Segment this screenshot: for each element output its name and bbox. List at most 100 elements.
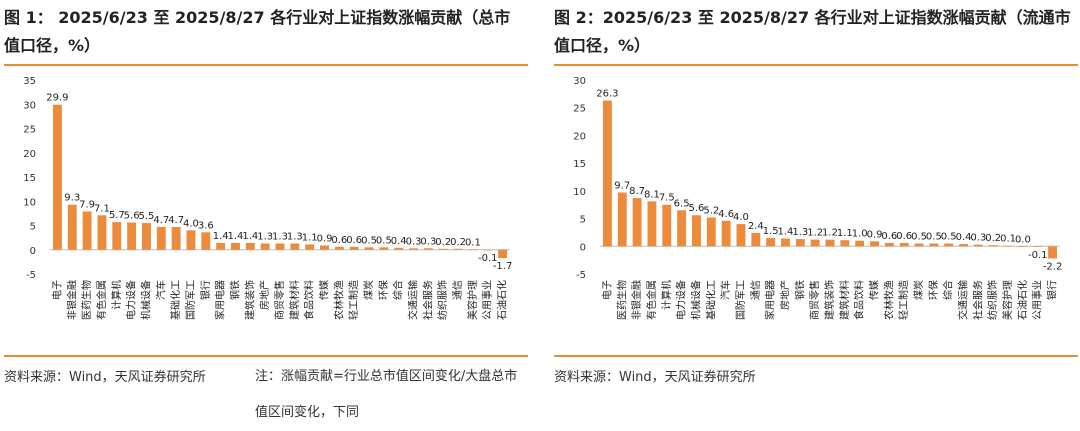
y-tick-label: 20 [573,131,586,142]
bar [409,248,418,250]
x-category-label: 银行 [199,280,212,300]
y-tick-label: 25 [573,104,586,115]
y-tick-label: 0 [580,242,586,253]
bar [112,222,122,250]
source-1: 资料来源：Wind，天风证券研究所 [4,370,206,385]
y-tick-label: 30 [573,76,586,87]
x-category-label: 交通运输 [957,280,970,320]
bar [810,239,820,247]
bar [453,248,463,250]
x-category-label: 公用事业 [481,280,494,320]
x-category-label: 综合 [942,280,955,300]
bar [973,244,983,247]
data-label: 0.6 [881,231,897,242]
bar [320,245,329,250]
data-label: 1.1 [302,232,318,243]
data-label: 1.3 [792,227,808,238]
x-category-label: 医药生物 [615,280,628,320]
data-label: 8.7 [629,186,645,197]
x-category-label: 房地产 [258,280,271,310]
bar [899,242,909,247]
x-category-label: 商贸零售 [273,280,286,320]
x-category-label: 建筑装饰 [243,280,256,320]
bar [751,232,761,247]
bar [1048,246,1058,259]
bar [201,232,211,250]
bar [944,243,954,247]
bar [870,241,879,247]
x-category-label: 综合 [392,280,405,300]
data-label: 0.2 [450,237,466,248]
bar [1018,246,1028,247]
bar [677,210,687,247]
x-category-label: 电力设备 [125,280,138,320]
x-category-label: 机械设备 [139,280,152,320]
x-category-label: 计算机 [660,280,673,310]
data-label: 5.7 [109,210,125,221]
x-category-label: 钢铁 [228,280,241,300]
bar [82,211,92,250]
x-category-label: 煤炭 [362,280,375,300]
bar [632,198,642,247]
chart-panel-2: 图 2：2025/6/23 至 2025/8/27 各行业对上证指数涨幅贡献（流… [550,0,1080,360]
x-category-label: 汽车 [719,280,732,300]
x-category-label: 非银金融 [630,280,643,320]
x-category-label: 社会服务 [971,280,984,320]
bar [127,222,137,250]
y-tick-label: 30 [23,100,36,111]
data-label: 0.4 [956,232,972,243]
bar [498,249,508,258]
x-category-label: 农林牧渔 [882,280,895,320]
data-label: 1.3 [272,231,288,242]
data-label: 1.4 [213,231,229,242]
y-tick-label: 5 [30,222,36,233]
data-label: 9.7 [614,181,630,192]
data-label: 0.0 [1015,234,1031,245]
y-tick-label: 5 [580,215,586,226]
y-tick-label: -5 [26,270,36,281]
x-category-label: 家用电器 [764,280,777,320]
bar [379,247,389,250]
bar [349,246,359,250]
x-category-label: 通信 [750,280,762,300]
bar [290,243,300,250]
data-label: 3.6 [198,220,214,231]
data-label: 7.1 [94,203,110,214]
data-label: 4.0 [183,218,199,229]
x-category-label: 农林牧渔 [332,280,345,320]
data-label: 1.3 [257,231,273,242]
x-category-label: 煤炭 [912,280,925,300]
bar [305,244,315,250]
data-label: 0.3 [420,236,436,247]
data-label: 5.6 [688,203,704,214]
chart-panel-1: 图 1： 2025/6/23 至 2025/8/27 各行业对上证指数涨幅贡献（… [0,0,530,360]
bar [97,215,107,250]
title-rule-2 [554,64,1078,66]
data-label: 29.9 [46,93,68,104]
data-label: 0.6 [331,235,347,246]
x-category-label: 建筑装饰 [823,280,836,320]
x-category-label: 纺织服饰 [986,280,999,320]
data-label: 0.4 [391,236,407,247]
data-label: 0.3 [406,236,422,247]
x-category-label: 电力设备 [675,280,688,320]
data-label: 4.6 [718,209,734,220]
x-category-label: 商贸零售 [808,280,821,320]
x-category-label: 传媒 [869,280,881,300]
bar [914,243,924,247]
x-category-label: 公用事业 [1031,280,1044,320]
data-label: 8.1 [644,189,660,200]
data-label: 0.5 [926,232,942,243]
data-label: 5.6 [124,211,140,222]
data-label: 0.5 [941,232,957,243]
y-tick-label: 20 [23,149,36,160]
x-category-label: 机械设备 [689,280,702,320]
data-label: -0.1 [478,253,498,264]
x-category-label: 基础化工 [169,280,182,320]
bar [855,240,865,247]
x-category-label: 石油石化 [496,280,509,320]
data-label: 0.1 [1000,234,1016,245]
x-category-label: 建筑材料 [288,280,301,320]
data-label: 0.5 [376,235,392,246]
chart-title-1: 图 1： 2025/6/23 至 2025/8/27 各行业对上证指数涨幅贡献（… [4,8,511,55]
